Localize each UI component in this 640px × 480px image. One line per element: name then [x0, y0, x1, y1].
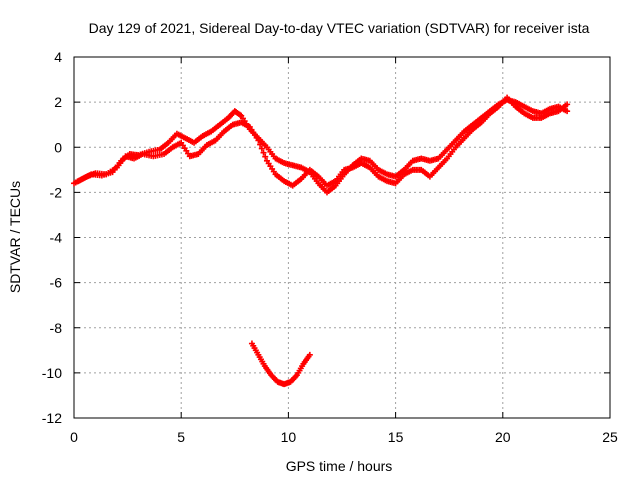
- x-tick-label: 20: [495, 429, 511, 445]
- y-tick-label: 0: [54, 139, 62, 155]
- y-axis-label: SDTVAR / TECUs: [7, 181, 23, 293]
- y-tick-label: 4: [54, 49, 62, 65]
- y-tick-label: -12: [42, 410, 62, 426]
- data-point: [255, 137, 262, 144]
- x-tick-label: 10: [281, 429, 297, 445]
- y-tick-label: 2: [54, 94, 62, 110]
- x-axis-label: GPS time / hours: [286, 458, 393, 474]
- data-point: [260, 149, 267, 156]
- y-tick-label: -10: [42, 365, 62, 381]
- y-tick-label: -2: [50, 184, 63, 200]
- x-tick-label: 25: [602, 429, 618, 445]
- y-tick-label: -4: [50, 230, 63, 246]
- data-series: [71, 94, 571, 388]
- axis-ticks: 0 5 10 15 20 25 -12 -10 -8 -6 -4 -2 0 2 4: [42, 49, 618, 445]
- data-point: [262, 153, 269, 160]
- x-tick-label: 5: [177, 429, 185, 445]
- x-tick-label: 0: [70, 429, 78, 445]
- y-tick-label: -8: [50, 320, 63, 336]
- x-tick-label: 15: [388, 429, 404, 445]
- data-point: [306, 351, 313, 358]
- y-tick-label: -6: [50, 275, 63, 291]
- data-point: [258, 145, 265, 152]
- data-point: [564, 108, 571, 115]
- data-point: [257, 141, 264, 148]
- chart-title: Day 129 of 2021, Sidereal Day-to-day VTE…: [89, 20, 590, 36]
- data-point: [564, 101, 571, 108]
